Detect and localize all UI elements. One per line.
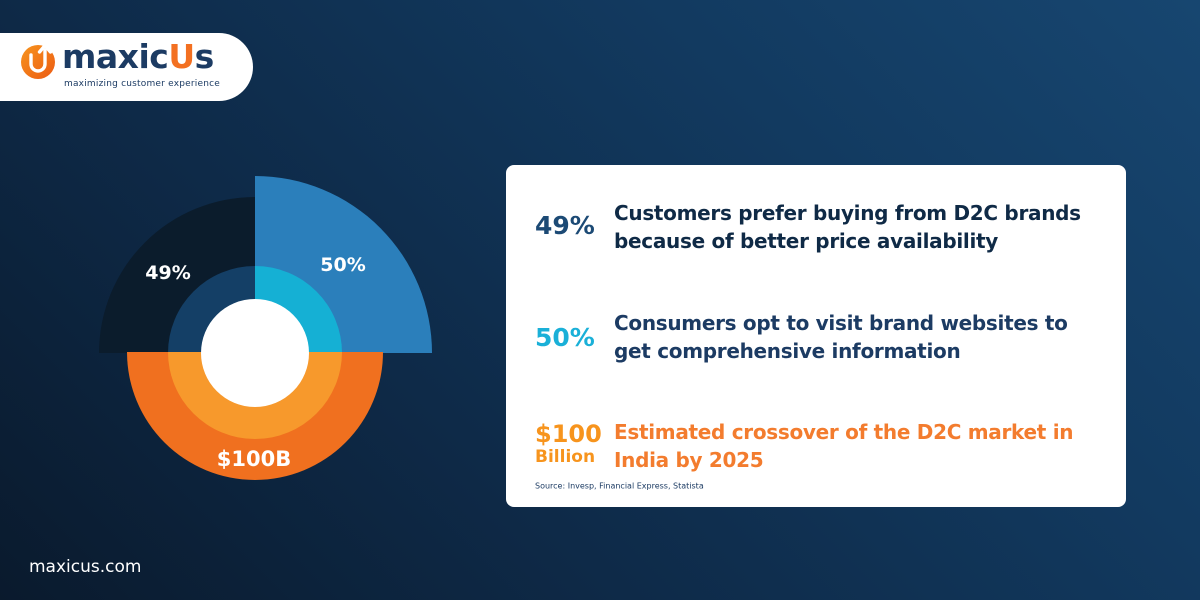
source-note: Source: Invesp, Financial Express, Stati… [535,481,704,491]
radial-chart [99,176,432,480]
stat-value: $100 Billion [535,420,602,467]
footer-website-link[interactable]: maxicus.com [29,557,142,577]
logo-wordmark: maxicUs [62,37,214,76]
stat-description: Customers prefer buying from D2C brands … [614,201,1081,253]
logo-banner: maxicUs maximizing customer experience [0,33,253,101]
logo-tagline: maximizing customer experience [64,79,221,89]
chart-center-hole [201,299,309,407]
stat-value: 49% [535,211,595,240]
stat-description: Consumers opt to visit brand websites to… [614,311,1068,363]
stats-card: 49% Customers prefer buying from D2C bra… [506,165,1126,507]
chart-label-50: 50% [320,254,366,276]
chart-label-49: 49% [145,262,191,284]
stat-description: Estimated crossover of the D2C market in… [614,420,1074,472]
chart-label-100b: $100B [216,447,292,471]
stat-value: 50% [535,323,595,352]
maxicus-logo-icon [21,43,55,79]
